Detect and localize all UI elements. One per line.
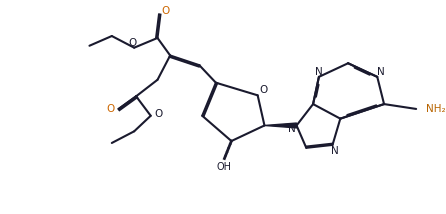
Text: NH₂: NH₂ bbox=[426, 104, 446, 114]
Text: OH: OH bbox=[216, 162, 231, 172]
Text: N: N bbox=[288, 124, 296, 134]
Text: O: O bbox=[128, 38, 136, 48]
Polygon shape bbox=[264, 123, 297, 128]
Text: O: O bbox=[161, 6, 169, 16]
Text: O: O bbox=[154, 109, 163, 119]
Text: O: O bbox=[260, 85, 268, 95]
Text: N: N bbox=[377, 67, 385, 77]
Text: O: O bbox=[107, 104, 115, 114]
Text: N: N bbox=[315, 67, 323, 77]
Text: N: N bbox=[330, 146, 339, 156]
